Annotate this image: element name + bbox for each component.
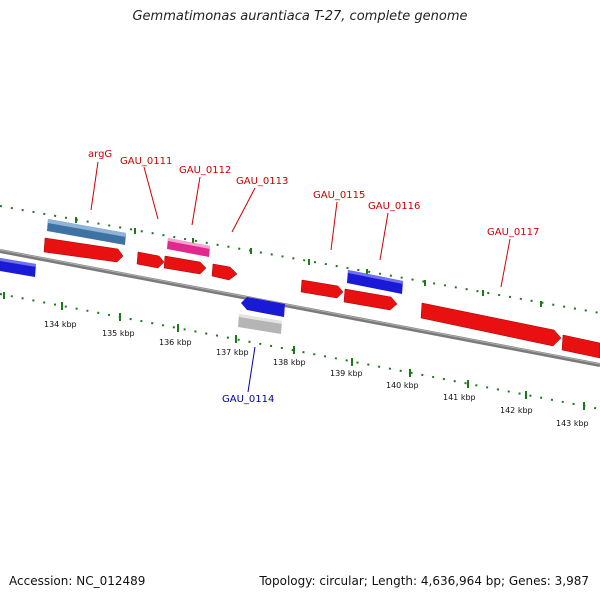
accession-label: Accession: NC_012489: [9, 574, 146, 588]
scale-label-136kbp: 136 kbp: [159, 338, 192, 347]
scale-label-141kbp: 141 kbp: [443, 393, 476, 402]
cds-GAU_0117[interactable]: [420, 302, 562, 347]
cds-GAU_0115[interactable]: [300, 279, 344, 299]
outer-dotted-track: [0, 205, 600, 314]
map-title: Gemmatimonas aurantiaca T-27, complete g…: [132, 9, 468, 24]
inner-dotted-track: [0, 293, 600, 410]
gene-label-GAU_0113: GAU_0113: [236, 176, 288, 187]
scale-label-138kbp: 138 kbp: [273, 358, 306, 367]
reverse-feature-grey[interactable]: [238, 314, 282, 334]
forward-rna-feature-argG[interactable]: [47, 219, 126, 245]
gene-label-GAU_0116: GAU_0116: [368, 201, 420, 212]
forward-feature-GAU_0112[interactable]: [167, 238, 210, 257]
cds-next-partial[interactable]: [561, 334, 600, 359]
cds-GAU_0113[interactable]: [211, 263, 238, 281]
gene-label-GAU_0115: GAU_0115: [313, 190, 365, 201]
cds-argG[interactable]: [43, 237, 124, 263]
gene-label-GAU_0114: GAU_0114: [222, 394, 274, 405]
scale-label-140kbp: 140 kbp: [386, 381, 419, 390]
label-leaders: [90, 161, 511, 393]
scale-label-143kbp: 143 kbp: [556, 419, 589, 428]
gene-label-GAU_0111: GAU_0111: [120, 156, 172, 167]
scale-label-135kbp: 135 kbp: [102, 329, 135, 338]
genome-backbone: [0, 249, 600, 367]
inner-major-ticks: [3, 292, 585, 410]
gene-label-argG: argG: [88, 149, 112, 160]
gene-label-GAU_0117: GAU_0117: [487, 227, 539, 238]
reverse-cds-GAU_0114[interactable]: [241, 297, 285, 317]
cds-GAU_0112[interactable]: [163, 255, 207, 275]
scale-label-134kbp: 134 kbp: [44, 320, 77, 329]
scale-label-142kbp: 142 kbp: [500, 406, 533, 415]
genome-summary-label: Topology: circular; Length: 4,636,964 bp…: [259, 574, 589, 588]
scale-label-137kbp: 137 kbp: [216, 348, 249, 357]
gene-label-GAU_0112: GAU_0112: [179, 165, 231, 176]
cds-GAU_0111[interactable]: [136, 251, 165, 269]
genome-backbone-highlight: [0, 249, 600, 365]
forward-feature-GAU_0116-blue[interactable]: [347, 270, 403, 294]
cds-GAU_0116[interactable]: [343, 288, 398, 311]
left-blue-feature-partial[interactable]: [0, 258, 36, 277]
scale-label-139kbp: 139 kbp: [330, 369, 363, 378]
